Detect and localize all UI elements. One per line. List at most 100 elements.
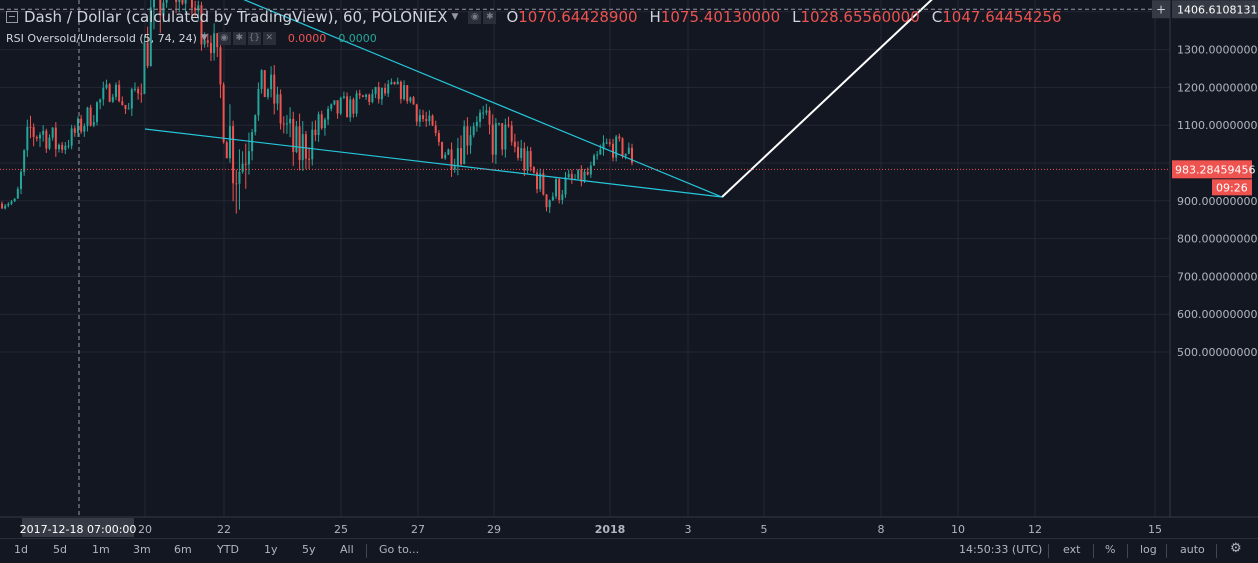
candle-body bbox=[57, 144, 60, 150]
candle-body bbox=[463, 126, 466, 165]
candle-body bbox=[140, 93, 143, 95]
candle-body bbox=[545, 194, 548, 208]
candle-body bbox=[548, 200, 551, 208]
candle-body bbox=[86, 107, 89, 126]
candle-body bbox=[13, 198, 16, 202]
time-axis[interactable]: 20 22 25 27 29 2018 3 5 8 10 12 15 2017-12-18 07:00:… bbox=[0, 516, 1258, 538]
candle-body bbox=[520, 148, 523, 158]
candle-body bbox=[48, 137, 51, 149]
candle-body bbox=[42, 130, 45, 135]
candle-body bbox=[23, 150, 26, 172]
candle-body bbox=[80, 118, 83, 132]
timeframe-3m[interactable]: 3m bbox=[133, 543, 151, 556]
candle-body bbox=[311, 129, 314, 160]
eye-icon[interactable]: ◉ bbox=[468, 10, 482, 24]
trendline-upper[interactable] bbox=[168, 0, 723, 198]
chevron-down-icon[interactable]: ▼ bbox=[200, 33, 208, 43]
percent-scale-toggle[interactable]: % bbox=[1105, 543, 1116, 556]
candle-body bbox=[612, 143, 615, 158]
candle-body bbox=[399, 81, 402, 100]
price-tick-label: 1100.00000000 bbox=[1177, 119, 1258, 132]
timeframe-1d[interactable]: 1d bbox=[14, 543, 28, 556]
candle-body bbox=[371, 93, 374, 102]
divider bbox=[1166, 544, 1167, 558]
candle-body bbox=[118, 84, 121, 102]
candle-body bbox=[621, 138, 624, 157]
eye-icon[interactable]: ◉ bbox=[217, 31, 231, 45]
grid-lines bbox=[0, 0, 1170, 517]
candle-body bbox=[292, 118, 295, 153]
candle-body bbox=[314, 129, 317, 136]
candle-body bbox=[456, 148, 459, 167]
candle-body bbox=[431, 115, 434, 126]
plus-icon[interactable]: + bbox=[1156, 2, 1166, 16]
open-value: 1070.64428900 bbox=[518, 8, 638, 26]
candle-body bbox=[216, 33, 219, 48]
candle-body bbox=[602, 142, 605, 150]
candle-body bbox=[165, 0, 168, 3]
candle-body bbox=[149, 7, 152, 66]
log-scale-toggle[interactable]: log bbox=[1140, 543, 1157, 556]
candle-body bbox=[564, 177, 567, 195]
timeframe-1y[interactable]: 1y bbox=[264, 543, 278, 556]
utc-clock[interactable]: 14:50:33 (UTC) bbox=[959, 543, 1043, 556]
candle-body bbox=[450, 149, 453, 170]
crosshair-price-label-box bbox=[1172, 0, 1258, 19]
symbol-title[interactable]: Dash / Dollar (calculated by TradingView… bbox=[24, 8, 448, 26]
source-icon[interactable]: {} bbox=[247, 31, 261, 45]
candle-body bbox=[403, 85, 406, 100]
candle-body bbox=[181, 0, 184, 4]
time-tick-label: 3 bbox=[685, 523, 692, 536]
drawings-layer[interactable] bbox=[0, 0, 1170, 198]
timeframe-ytd[interactable]: YTD bbox=[217, 543, 239, 556]
candle-body bbox=[498, 123, 501, 125]
candle-body bbox=[501, 123, 504, 150]
candle-body bbox=[209, 42, 212, 54]
time-tick-label: 12 bbox=[1028, 523, 1042, 536]
candle-body bbox=[35, 137, 38, 139]
projection-arrow[interactable] bbox=[721, 0, 957, 198]
close-icon[interactable]: ✕ bbox=[262, 31, 276, 45]
candle-body bbox=[393, 82, 396, 85]
candle-body bbox=[178, 0, 181, 2]
timeframe-5d[interactable]: 5d bbox=[53, 543, 67, 556]
chevron-down-icon[interactable]: ▼ bbox=[451, 12, 459, 22]
indicator-name[interactable]: RSI Oversold/Undersold (5, 74, 24) bbox=[6, 31, 197, 45]
candle-body bbox=[105, 84, 108, 88]
candle-body bbox=[266, 89, 269, 98]
price-axis[interactable]: 1800.000000001700.000000001600.000000001… bbox=[1152, 0, 1258, 517]
candle-body bbox=[213, 33, 216, 54]
crosshair-plus-button[interactable] bbox=[1152, 0, 1170, 19]
divider bbox=[1093, 544, 1094, 558]
candle-body bbox=[92, 122, 95, 126]
candle-body bbox=[365, 94, 368, 97]
timeframe-1m[interactable]: 1m bbox=[92, 543, 110, 556]
collapse-legend-icon[interactable] bbox=[6, 11, 18, 23]
auto-scale-toggle[interactable]: auto bbox=[1180, 543, 1205, 556]
price-tick-label: 1200.00000000 bbox=[1177, 81, 1258, 94]
timeframe-all[interactable]: All bbox=[340, 543, 354, 556]
candle-body bbox=[51, 127, 54, 138]
extended-hours-toggle[interactable]: ext bbox=[1063, 543, 1081, 556]
low-value: 1028.65560000 bbox=[800, 8, 920, 26]
candle-body bbox=[304, 134, 307, 159]
last-price-label: 983.28459456 bbox=[1175, 163, 1255, 176]
candle-body bbox=[618, 136, 621, 139]
candle-body bbox=[38, 134, 41, 139]
indicator-value-2: 0.0000 bbox=[338, 31, 377, 45]
candle-body bbox=[608, 142, 611, 144]
goto-date-button[interactable]: Go to... bbox=[379, 543, 420, 556]
gear-icon[interactable]: ✱ bbox=[232, 31, 246, 45]
timeframe-5y[interactable]: 5y bbox=[302, 543, 316, 556]
candle-body bbox=[143, 42, 146, 94]
countdown-box bbox=[1212, 179, 1252, 196]
gear-icon[interactable]: ⚙ bbox=[1230, 541, 1242, 556]
candle-body bbox=[137, 88, 140, 94]
trendline-lower[interactable] bbox=[144, 128, 723, 198]
gear-icon[interactable]: ✱ bbox=[483, 10, 497, 24]
time-tick-label: 5 bbox=[761, 523, 768, 536]
candle-body bbox=[146, 42, 149, 66]
timeframe-6m[interactable]: 6m bbox=[174, 543, 192, 556]
candle-body bbox=[412, 97, 415, 105]
